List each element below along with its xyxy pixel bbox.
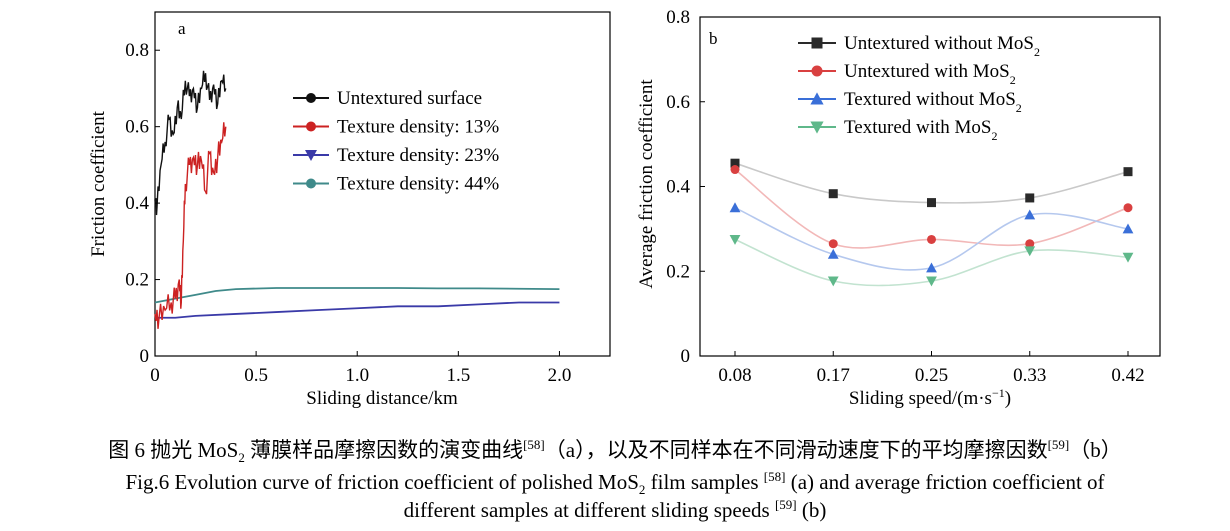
panel-a-x-tick-label: 2.0 bbox=[548, 365, 572, 386]
panel-b-data-point bbox=[1024, 246, 1036, 257]
panel-b-data-point bbox=[1122, 252, 1134, 263]
panel-b-data-point bbox=[926, 276, 937, 287]
panel-b-data-point bbox=[1024, 209, 1036, 220]
panel-b-data-point bbox=[828, 189, 838, 199]
panel-a-legend-label: Texture density: 23% bbox=[337, 145, 499, 166]
caption-chinese: 图 6 抛光 MoS2 薄膜样品摩擦因数的演变曲线[58]（a），以及不同样本在… bbox=[108, 437, 1122, 466]
panel-b-data-point bbox=[729, 202, 741, 213]
panel-b-data-point bbox=[1025, 193, 1035, 203]
panel-b-x-tick-label: 0.25 bbox=[915, 365, 948, 386]
panel-b-data-point bbox=[927, 234, 936, 244]
panel-b-data-point bbox=[927, 198, 936, 208]
panel-b-series-line bbox=[734, 162, 1129, 204]
panel-a-series-line bbox=[155, 301, 560, 319]
panel-a-series-line bbox=[154, 122, 227, 329]
caption-english-line-2: different samples at different sliding s… bbox=[403, 497, 827, 522]
panel-a-legend-label: Texture density: 13% bbox=[337, 117, 499, 138]
panel-b-legend-marker bbox=[810, 121, 824, 134]
panel-b-data-point bbox=[1025, 239, 1035, 249]
panel-a-legend-marker bbox=[305, 150, 317, 161]
panel-a-ticks: 0 0.5 1.0 1.5 2.0 0 0.2 0.4 0.6 0.8 bbox=[125, 40, 571, 386]
figure: a 0 0.5 1.0 1.5 2.0 0 0.2 0.4 0.6 0.8 Untextured … bbox=[88, 7, 1161, 409]
panel-b-legend-label: Textured with MoS2 bbox=[844, 117, 998, 143]
panel-b-data-point bbox=[1122, 223, 1134, 234]
panel-b-data-point bbox=[1123, 203, 1133, 213]
panel-b-x-tick-label: 0.33 bbox=[1013, 365, 1046, 386]
panel-b-ticks: 0.08 0.17 0.25 0.33 0.42 0 0.2 0.4 0.6 0.8 bbox=[666, 7, 1144, 386]
panel-b-y-tick-label: 0.4 bbox=[666, 177, 690, 198]
panel-b-data-point bbox=[827, 248, 839, 259]
panel-b-y-tick-label: 0.6 bbox=[666, 92, 690, 113]
panel-b-x-tick-label: 0.17 bbox=[817, 365, 850, 386]
panel-a-x-tick-label: 0 bbox=[150, 365, 160, 386]
panel-b-label: b bbox=[709, 29, 718, 48]
panel-b-data-point bbox=[729, 234, 741, 245]
panel-a-legend-label: Texture density: 44% bbox=[337, 174, 499, 195]
panel-b-y-tick-label: 0.2 bbox=[666, 261, 690, 282]
panel-a-y-tick-label: 0 bbox=[140, 346, 150, 367]
panel-b-legend-marker bbox=[811, 65, 823, 77]
panel-a-y-tick-label: 0.8 bbox=[125, 40, 149, 61]
panel-b-series bbox=[729, 158, 1134, 287]
panel-b-x-axis-label: Sliding speed/(m·s−1) bbox=[849, 386, 1011, 409]
panel-a-y-tick-label: 0.4 bbox=[125, 193, 149, 214]
panel-a-label: a bbox=[178, 19, 186, 38]
panel-b-y-tick-label: 0 bbox=[681, 346, 691, 367]
panel-a-x-tick-label: 1.5 bbox=[446, 365, 470, 386]
panel-b-legend-marker bbox=[811, 37, 823, 49]
panel-b-x-tick-label: 0.42 bbox=[1111, 365, 1144, 386]
panel-a-legend-label: Untextured surface bbox=[337, 88, 482, 109]
panel-b-data-point bbox=[827, 276, 839, 287]
panel-b-legend-marker bbox=[810, 92, 824, 105]
panel-b-x-tick-label: 0.08 bbox=[718, 365, 751, 386]
panel-a-y-axis-label: Friction coefficient bbox=[88, 110, 109, 257]
panel-a-legend-marker bbox=[306, 121, 316, 132]
panel-b-legend-label: Untextured with MoS2 bbox=[844, 61, 1016, 87]
panel-b-data-point bbox=[1123, 167, 1133, 177]
panel-a-x-tick-label: 0.5 bbox=[244, 365, 268, 386]
panel-a-legend: Untextured surface Texture density: 13% Te… bbox=[293, 88, 499, 195]
panel-a-y-tick-label: 0.2 bbox=[125, 270, 149, 291]
panel-b-avg-friction-vs-speed: b 0.08 0.17 0.25 0.33 0.42 0 0.2 0.4 0.6 0.8 Unte… bbox=[636, 7, 1161, 409]
panel-a-x-axis-label: Sliding distance/km bbox=[306, 388, 458, 409]
panel-a-series-line bbox=[154, 70, 227, 216]
panel-b-legend-label: Textured without MoS2 bbox=[844, 89, 1022, 115]
panel-b-data-point bbox=[730, 165, 740, 175]
panel-a-y-tick-label: 0.6 bbox=[125, 117, 149, 138]
panel-a-friction-vs-distance: a 0 0.5 1.0 1.5 2.0 0 0.2 0.4 0.6 0.8 Untextured … bbox=[88, 11, 611, 409]
panel-b-data-point bbox=[926, 262, 937, 273]
panel-b-data-point bbox=[730, 158, 740, 168]
panel-a-legend-marker bbox=[306, 178, 316, 189]
panel-b-y-tick-label: 0.8 bbox=[666, 7, 690, 28]
panel-a-series-line bbox=[154, 287, 560, 304]
panel-b-data-point bbox=[828, 239, 838, 249]
panel-a-legend-marker bbox=[306, 93, 316, 103]
panel-a-series bbox=[154, 70, 560, 329]
panel-a-x-tick-label: 1.0 bbox=[345, 365, 369, 386]
panel-a-frame bbox=[154, 11, 611, 357]
caption-english-line-1: Fig.6 Evolution curve of friction coeffi… bbox=[125, 469, 1105, 498]
panel-b-legend-label: Untextured without MoS2 bbox=[844, 33, 1040, 59]
panel-b-y-axis-label: Average friction coefficient bbox=[636, 79, 657, 289]
